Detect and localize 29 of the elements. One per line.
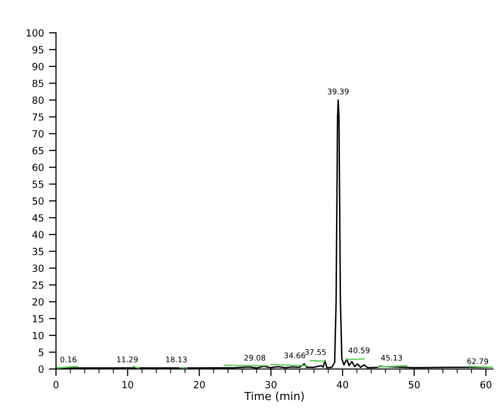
x-tick-label: 30 — [265, 380, 276, 388]
y-tick-label: 95 — [32, 46, 44, 54]
x-tick-label: 20 — [194, 380, 205, 388]
y-tick-label: 65 — [32, 146, 44, 154]
y-tick-label: 45 — [32, 214, 44, 222]
y-tick-label: 100 — [26, 29, 44, 37]
x-axis-title: Time (min) — [244, 392, 304, 402]
y-tick-label: 80 — [32, 96, 44, 104]
y-tick-label: 10 — [32, 332, 44, 340]
y-tick-label: 0 — [38, 365, 44, 373]
x-tick-label: 0 — [54, 380, 58, 388]
y-tick-label: 40 — [32, 231, 44, 238]
y-tick-label: 20 — [32, 298, 44, 306]
x-tick-label: 40 — [336, 380, 348, 388]
y-tick-label: 55 — [32, 180, 44, 188]
y-tick-label: 15 — [32, 315, 44, 322]
y-tick-label: 70 — [32, 130, 44, 138]
y-tick-label: 35 — [32, 248, 44, 256]
y-tick-label: 90 — [32, 62, 44, 70]
y-tick-label: 5 — [38, 348, 44, 356]
x-tick-label: 60 — [480, 380, 492, 388]
y-tick-label: 60 — [32, 164, 44, 172]
y-tick-label: 75 — [32, 113, 44, 121]
y-tick-label: 85 — [32, 80, 44, 88]
x-tick-label: 10 — [122, 380, 134, 388]
y-tick-label: 30 — [32, 264, 44, 272]
y-tick-label: 25 — [32, 281, 44, 289]
y-tick-label: 50 — [32, 197, 44, 205]
x-tick-label: 50 — [408, 380, 420, 388]
